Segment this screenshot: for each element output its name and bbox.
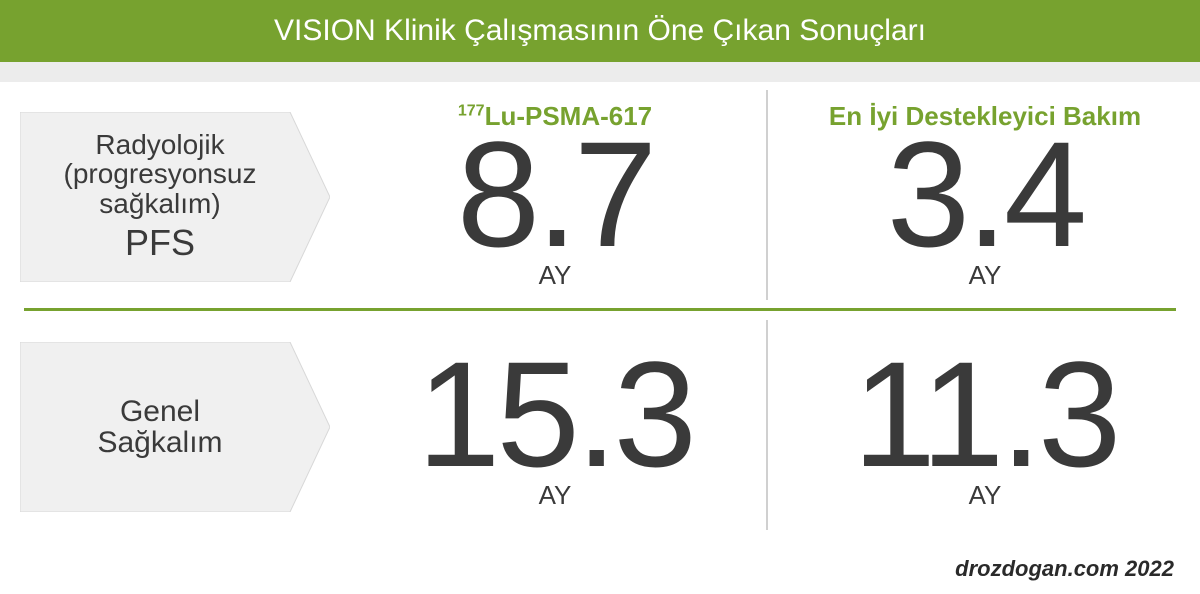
value-r1c2: 3.4: [887, 123, 1084, 266]
cell-r1c1: 177Lu-PSMA-617 8.7 AY: [340, 82, 770, 312]
row1-label-bottom: PFS: [125, 222, 195, 264]
row2-label-top: GenelSağkalım: [97, 396, 222, 459]
row-label-wrap-2: GenelSağkalım: [0, 312, 340, 542]
value-r1c1: 8.7: [457, 123, 654, 266]
value-r2c1: 15.3: [417, 343, 693, 486]
unit-r1c1: AY: [539, 260, 572, 291]
row-os: GenelSağkalım 15.3 AY 11.3 AY: [0, 312, 1200, 542]
unit-r1c2: AY: [969, 260, 1002, 291]
data-grid: Radyolojik(progresyonsuzsağkalım) PFS 17…: [0, 82, 1200, 542]
unit-r2c1: AY: [539, 480, 572, 511]
row1-label-top: Radyolojik(progresyonsuzsağkalım): [64, 130, 257, 218]
vertical-divider-top: [766, 90, 768, 300]
vertical-divider-bottom: [766, 320, 768, 530]
row-pfs: Radyolojik(progresyonsuzsağkalım) PFS 17…: [0, 82, 1200, 312]
row-label-os: GenelSağkalım: [20, 342, 330, 512]
value-r2c2: 11.3: [853, 343, 1118, 486]
unit-r2c2: AY: [969, 480, 1002, 511]
cell-r2c1: 15.3 AY: [340, 312, 770, 542]
title-bar: VISION Klinik Çalışmasının Öne Çıkan Son…: [0, 0, 1200, 62]
cell-r2c2: 11.3 AY: [770, 312, 1200, 542]
row-label-wrap-1: Radyolojik(progresyonsuzsağkalım) PFS: [0, 82, 340, 312]
horizontal-divider: [24, 308, 1176, 311]
gray-strip: [0, 62, 1200, 82]
footer-credit: drozdogan.com 2022: [955, 556, 1174, 582]
title-text: VISION Klinik Çalışmasının Öne Çıkan Son…: [274, 14, 926, 48]
cell-r1c2: En İyi Destekleyici Bakım 3.4 AY: [770, 82, 1200, 312]
row-label-pfs: Radyolojik(progresyonsuzsağkalım) PFS: [20, 112, 330, 282]
